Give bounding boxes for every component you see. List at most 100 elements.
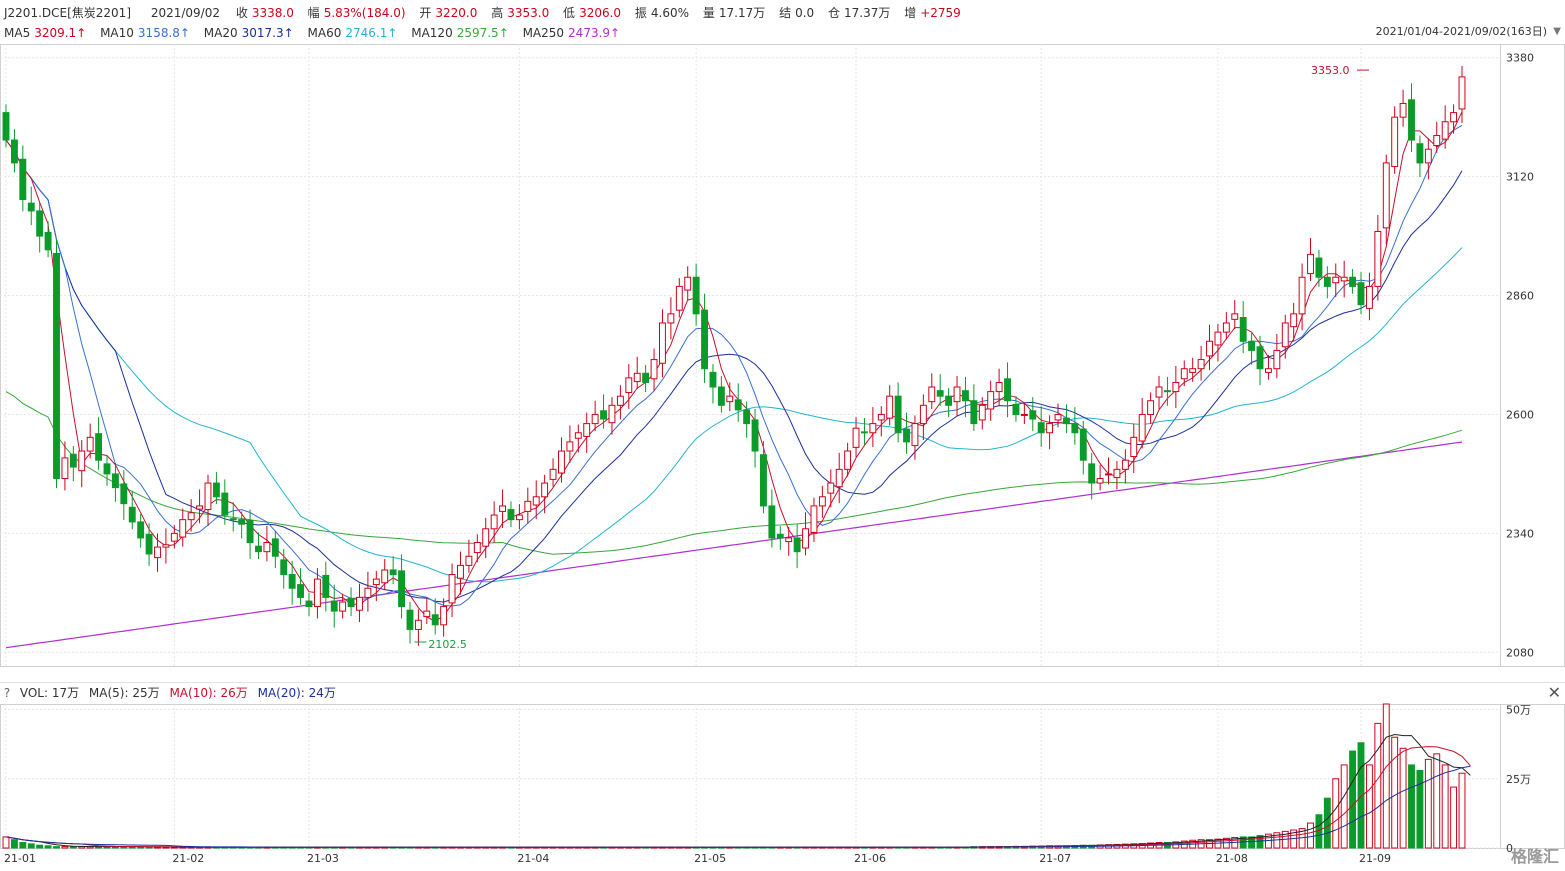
candle-body [271, 538, 279, 557]
candle-body [1391, 116, 1399, 168]
volume-bar [61, 846, 69, 849]
candle-body [903, 428, 910, 443]
volume-legend: ? VOL: 17万 MA(5): 25万 MA(10): 26万 MA(20)… [0, 683, 338, 703]
candle-body [10, 139, 18, 164]
candle-body [212, 482, 220, 498]
ma20-line [5, 139, 1463, 603]
candle-body [145, 533, 153, 555]
open-label: 开 [419, 6, 432, 20]
ma10-value: 3158.8↑ [137, 26, 190, 40]
candle-body [423, 610, 431, 618]
candle-body [103, 463, 111, 475]
help-icon[interactable]: ? [3, 686, 11, 700]
candle-body [389, 569, 397, 576]
candle-body [381, 569, 389, 584]
candle-body [297, 584, 305, 598]
ma5-value: 3209.1↑ [34, 26, 87, 40]
candle-body [1113, 468, 1121, 479]
candle-body [1147, 400, 1155, 415]
candle-body [802, 528, 809, 549]
price-tick-label: 3120 [1506, 171, 1534, 184]
oi-change-label: 增 [904, 6, 917, 20]
candle-body [1231, 313, 1239, 320]
candle-body [204, 482, 212, 511]
candle-body [827, 482, 835, 494]
volume-bar [1433, 753, 1441, 849]
candle-body [406, 609, 414, 630]
volume-value: 17.17万 [718, 6, 766, 20]
candle-body [650, 359, 658, 380]
close-value: 3338.0 [251, 6, 294, 20]
settle-label: 结 [779, 6, 792, 20]
ma60-value: 2746.1↑ [345, 26, 398, 40]
volume-bar [1450, 786, 1458, 849]
candle-body [574, 432, 582, 439]
dropdown-triangle-icon[interactable]: ▼ [1553, 26, 1561, 37]
candle-body [861, 431, 868, 434]
candle-body [549, 468, 557, 480]
candle-body [776, 533, 784, 539]
x-tick-label: 21-09 [1359, 852, 1391, 865]
volume-bar [1248, 836, 1256, 849]
candle-body [1037, 422, 1045, 434]
high-label: 高 [491, 6, 504, 20]
x-tick-label: 21-04 [517, 852, 549, 865]
candle-body [633, 372, 641, 383]
candle-body [187, 512, 195, 521]
ma250-line [5, 441, 1463, 649]
volume-bar [1441, 764, 1449, 849]
candle-body [246, 520, 254, 544]
candle-body [1239, 316, 1247, 342]
candle-body [558, 450, 565, 474]
ma120-line [5, 391, 1463, 555]
candle-body [692, 276, 700, 315]
ma20-label: MA20 [203, 26, 238, 40]
change-value: 5.83%(184.0) [323, 6, 406, 20]
vol-ma20-label: MA(20): 24万 [257, 686, 336, 700]
date-range[interactable]: 2021/01/04-2021/09/02(163日) ▼ [1376, 22, 1561, 42]
volume-bar [1374, 722, 1382, 849]
candle-body [1155, 386, 1163, 398]
candle-body [288, 574, 296, 589]
candle-body [978, 404, 986, 421]
candle-body [78, 450, 86, 472]
candle-body [1172, 381, 1180, 393]
candle-body [760, 454, 767, 507]
candle-body [1004, 378, 1011, 402]
ma10-line [5, 124, 1463, 607]
volume-bar [1424, 758, 1432, 849]
candle-body [263, 542, 271, 553]
volume-bar [1416, 769, 1424, 849]
candle-body [659, 322, 666, 364]
close-label: 收 [235, 6, 248, 20]
candle-body [1382, 162, 1390, 229]
candle-body [1349, 276, 1357, 287]
candle-body [1273, 349, 1281, 370]
candle-body [600, 410, 607, 420]
candle-body [1071, 423, 1079, 434]
candle-body [1264, 368, 1272, 373]
candle-body [86, 436, 94, 452]
candle-body [128, 506, 136, 523]
volume-tick-label: 25万 [1506, 773, 1531, 786]
candle-body [1163, 390, 1171, 393]
price-annotation: 3353.0 [1311, 64, 1350, 77]
vol-ma20-line [5, 765, 1471, 848]
candle-body [313, 578, 321, 608]
vol-label: VOL: 17万 [19, 686, 80, 700]
candle-body [1121, 459, 1129, 470]
vol-ma10-label: MA(10): 26万 [169, 686, 248, 700]
candle-body [1450, 112, 1458, 123]
candle-body [1079, 428, 1087, 461]
open-value: 3220.0 [435, 6, 478, 20]
candle-body [1307, 253, 1314, 275]
volume-bar [1349, 750, 1357, 849]
close-icon[interactable]: ✕ [1547, 683, 1561, 702]
ma250-label: MA250 [522, 26, 565, 40]
candle-body [19, 158, 27, 201]
candle-body [768, 505, 776, 539]
candle-body [810, 505, 818, 533]
ma5-label: MA5 [4, 26, 31, 40]
candle-body [255, 545, 262, 553]
x-tick-label: 21-01 [4, 852, 36, 865]
